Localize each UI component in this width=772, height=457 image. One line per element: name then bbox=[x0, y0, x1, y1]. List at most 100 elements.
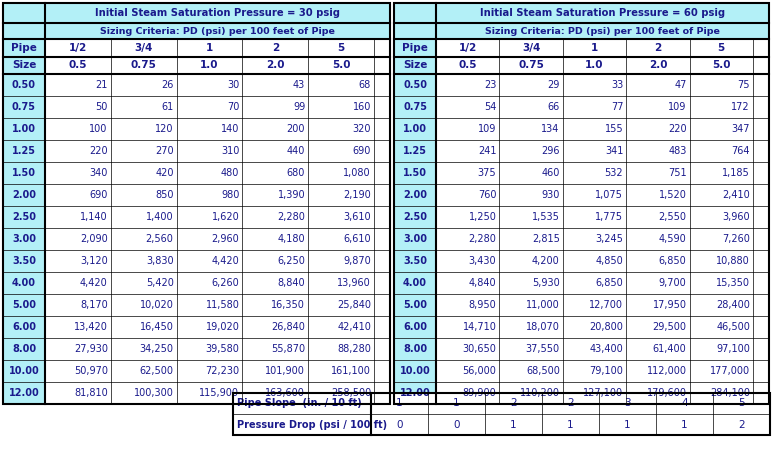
Bar bbox=[713, 393, 770, 414]
Bar bbox=[111, 338, 177, 360]
Text: 12.00: 12.00 bbox=[400, 388, 430, 398]
Bar bbox=[436, 206, 499, 228]
Text: 56,000: 56,000 bbox=[462, 366, 496, 376]
Text: 127,100: 127,100 bbox=[583, 388, 623, 398]
Bar bbox=[563, 39, 626, 57]
Text: 2.50: 2.50 bbox=[12, 212, 36, 222]
Text: 10.00: 10.00 bbox=[400, 366, 430, 376]
Bar bbox=[689, 316, 753, 338]
Bar bbox=[689, 23, 753, 39]
Text: 2.00: 2.00 bbox=[12, 190, 36, 200]
Bar bbox=[563, 272, 626, 294]
Bar bbox=[499, 3, 563, 23]
Text: 1,520: 1,520 bbox=[659, 190, 686, 200]
Bar bbox=[563, 250, 626, 272]
Bar bbox=[308, 382, 374, 404]
Text: 284,100: 284,100 bbox=[710, 388, 750, 398]
Text: 4.00: 4.00 bbox=[12, 278, 36, 288]
Bar bbox=[3, 316, 45, 338]
Text: 79,100: 79,100 bbox=[589, 366, 623, 376]
Bar bbox=[499, 272, 563, 294]
Bar bbox=[713, 414, 770, 435]
Text: 81,810: 81,810 bbox=[74, 388, 108, 398]
Text: 2,560: 2,560 bbox=[146, 234, 174, 244]
Bar bbox=[3, 3, 45, 23]
Bar bbox=[177, 118, 242, 140]
Bar bbox=[563, 382, 626, 404]
Bar bbox=[626, 382, 689, 404]
Text: 1: 1 bbox=[625, 420, 631, 430]
Bar bbox=[499, 294, 563, 316]
Bar bbox=[177, 74, 242, 96]
Text: 12,700: 12,700 bbox=[589, 300, 623, 310]
Bar bbox=[374, 162, 390, 184]
Bar bbox=[436, 250, 499, 272]
Bar bbox=[45, 360, 111, 382]
Bar bbox=[111, 316, 177, 338]
Text: Initial Steam Saturation Pressure = 60 psig: Initial Steam Saturation Pressure = 60 p… bbox=[480, 8, 725, 18]
Bar bbox=[111, 74, 177, 96]
Bar bbox=[177, 382, 242, 404]
Text: 20,800: 20,800 bbox=[589, 322, 623, 332]
Text: 140: 140 bbox=[221, 124, 239, 134]
Bar bbox=[394, 360, 436, 382]
Bar bbox=[626, 162, 689, 184]
Bar bbox=[45, 162, 111, 184]
Text: 12.00: 12.00 bbox=[8, 388, 39, 398]
Text: 764: 764 bbox=[732, 146, 750, 156]
Bar bbox=[3, 3, 390, 404]
Text: 5.0: 5.0 bbox=[332, 60, 350, 70]
Text: 4,200: 4,200 bbox=[532, 256, 560, 266]
Bar bbox=[374, 23, 390, 39]
Text: 1.00: 1.00 bbox=[12, 124, 36, 134]
Text: 3,610: 3,610 bbox=[344, 212, 371, 222]
Text: 1: 1 bbox=[396, 399, 403, 409]
Bar bbox=[499, 118, 563, 140]
Bar bbox=[394, 118, 436, 140]
Bar bbox=[753, 74, 769, 96]
Bar bbox=[563, 294, 626, 316]
Text: 2,280: 2,280 bbox=[469, 234, 496, 244]
Text: 88,280: 88,280 bbox=[337, 344, 371, 354]
Text: 155: 155 bbox=[604, 124, 623, 134]
Text: 5: 5 bbox=[718, 43, 725, 53]
Bar bbox=[499, 140, 563, 162]
Bar bbox=[3, 250, 45, 272]
Bar bbox=[436, 316, 499, 338]
Bar bbox=[177, 360, 242, 382]
Text: 220: 220 bbox=[668, 124, 686, 134]
Text: 26: 26 bbox=[161, 80, 174, 90]
Bar bbox=[111, 272, 177, 294]
Text: 109: 109 bbox=[669, 102, 686, 112]
Text: 29: 29 bbox=[547, 80, 560, 90]
Text: 10.00: 10.00 bbox=[8, 366, 39, 376]
Bar bbox=[45, 272, 111, 294]
Bar bbox=[626, 316, 689, 338]
Bar bbox=[177, 162, 242, 184]
Text: 33: 33 bbox=[611, 80, 623, 90]
Text: 17,950: 17,950 bbox=[652, 300, 686, 310]
Bar bbox=[436, 272, 499, 294]
Text: 68: 68 bbox=[359, 80, 371, 90]
Bar bbox=[242, 3, 308, 23]
Text: 8,170: 8,170 bbox=[80, 300, 108, 310]
Bar bbox=[753, 250, 769, 272]
Bar bbox=[374, 57, 390, 74]
Text: 1,080: 1,080 bbox=[344, 168, 371, 178]
Text: 1/2: 1/2 bbox=[459, 43, 477, 53]
Text: 1: 1 bbox=[567, 420, 574, 430]
Bar bbox=[689, 57, 753, 74]
Text: 3: 3 bbox=[625, 399, 631, 409]
Text: 1: 1 bbox=[453, 399, 460, 409]
Bar bbox=[499, 382, 563, 404]
Text: 75: 75 bbox=[737, 80, 750, 90]
Bar bbox=[371, 393, 428, 414]
Bar bbox=[436, 184, 499, 206]
Bar bbox=[45, 3, 390, 23]
Text: 29,500: 29,500 bbox=[652, 322, 686, 332]
Bar bbox=[308, 360, 374, 382]
Bar bbox=[308, 118, 374, 140]
Text: 3/4: 3/4 bbox=[134, 43, 153, 53]
Bar bbox=[499, 57, 563, 74]
Bar bbox=[499, 162, 563, 184]
